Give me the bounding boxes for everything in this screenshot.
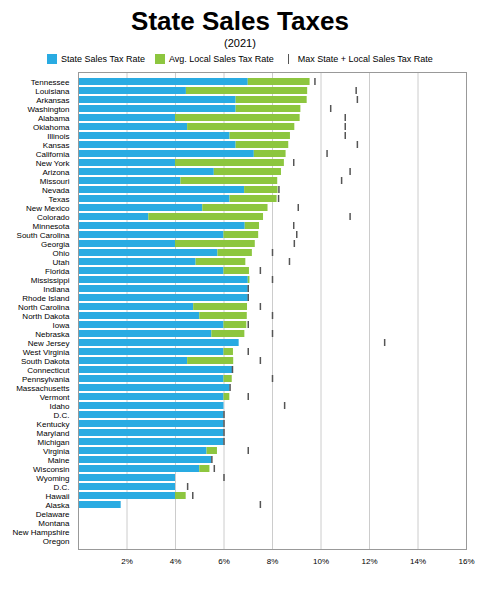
svg-text:New Mexico: New Mexico (26, 204, 70, 213)
svg-text:Idaho: Idaho (49, 402, 70, 411)
svg-text:14%: 14% (410, 557, 426, 566)
svg-text:New York: New York (36, 159, 71, 168)
svg-text:Wisconsin: Wisconsin (33, 465, 69, 474)
svg-text:Tennessee: Tennessee (31, 78, 70, 87)
svg-text:Alaska: Alaska (45, 501, 70, 510)
svg-text:Maryland: Maryland (37, 429, 70, 438)
svg-text:12%: 12% (361, 557, 377, 566)
svg-text:8%: 8% (267, 557, 279, 566)
svg-text:Rhode Island: Rhode Island (22, 294, 69, 303)
svg-text:16%: 16% (458, 557, 474, 566)
svg-text:Missouri: Missouri (40, 177, 70, 186)
svg-text:Arizona: Arizona (42, 168, 70, 177)
svg-text:10%: 10% (313, 557, 329, 566)
svg-text:Massachusetts: Massachusetts (16, 384, 69, 393)
svg-text:Kentucky: Kentucky (37, 420, 70, 429)
svg-text:Montana: Montana (38, 519, 70, 528)
svg-text:West Virginia: West Virginia (23, 348, 70, 357)
html-text:(2021): (2021) (224, 37, 256, 49)
svg-text:Ohio: Ohio (53, 249, 70, 258)
svg-text:Nevada: Nevada (42, 186, 70, 195)
svg-text:Georgia: Georgia (41, 240, 70, 249)
svg-text:Texas: Texas (49, 195, 70, 204)
svg-text:6%: 6% (218, 557, 230, 566)
svg-text:Vermont: Vermont (40, 393, 71, 402)
svg-text:Oklahoma: Oklahoma (33, 123, 70, 132)
svg-text:Washington: Washington (28, 105, 70, 114)
html-text:State Sales Tax Rate: State Sales Tax Rate (61, 54, 145, 64)
svg-text:Indiana: Indiana (43, 285, 70, 294)
svg-text:Colorado: Colorado (37, 213, 70, 222)
svg-text:New Jersey: New Jersey (28, 339, 70, 348)
svg-text:Connecticut: Connecticut (27, 366, 70, 375)
svg-text:Louisiana: Louisiana (35, 87, 70, 96)
svg-text:Hawaii: Hawaii (45, 492, 69, 501)
svg-text:Nebraska: Nebraska (35, 330, 70, 339)
svg-text:New Hampshire: New Hampshire (13, 528, 70, 537)
svg-text:D.C.: D.C. (54, 483, 70, 492)
svg-text:D.C.: D.C. (54, 411, 70, 420)
svg-text:Illinois: Illinois (47, 132, 69, 141)
svg-text:Wyoming: Wyoming (36, 474, 69, 483)
svg-text:Arkansas: Arkansas (36, 96, 69, 105)
svg-text:Iowa: Iowa (53, 321, 70, 330)
svg-text:California: California (36, 150, 70, 159)
svg-text:North Dakota: North Dakota (22, 312, 70, 321)
html-text:Avg. Local Sales Tax Rate: Avg. Local Sales Tax Rate (169, 54, 274, 64)
svg-text:4%: 4% (170, 557, 182, 566)
svg-text:Maine: Maine (48, 456, 70, 465)
svg-text:Delaware: Delaware (36, 510, 70, 519)
svg-text:Mississippi: Mississippi (31, 276, 70, 285)
html-text:Max State + Local Sales Tax Ra: Max State + Local Sales Tax Rate (297, 54, 433, 64)
svg-text:Utah: Utah (53, 258, 70, 267)
svg-text:Kansas: Kansas (43, 141, 70, 150)
svg-text:Oregon: Oregon (43, 537, 70, 546)
svg-text:2%: 2% (121, 557, 133, 566)
svg-text:South Dakota: South Dakota (21, 357, 70, 366)
html-text:State Sales Taxes: State Sales Taxes (131, 6, 349, 36)
svg-text:Michigan: Michigan (37, 438, 69, 447)
svg-text:Minnesota: Minnesota (33, 222, 70, 231)
svg-text:Pennsylvania: Pennsylvania (22, 375, 70, 384)
svg-text:Virginia: Virginia (43, 447, 70, 456)
svg-text:Alabama: Alabama (38, 114, 70, 123)
svg-text:Florida: Florida (45, 267, 70, 276)
svg-text:South Carolina: South Carolina (17, 231, 70, 240)
svg-text:North Carolina: North Carolina (18, 303, 70, 312)
